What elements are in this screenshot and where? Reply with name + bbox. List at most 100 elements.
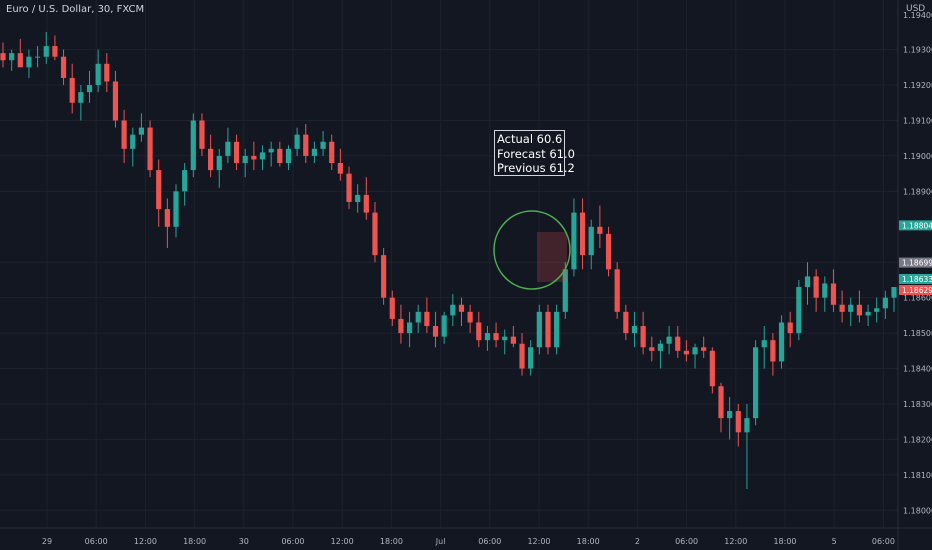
time-tick-label: 12:00 — [134, 537, 157, 546]
candle-body — [86, 85, 93, 93]
candle-body — [216, 155, 222, 171]
candle-body — [536, 311, 542, 348]
price-tick-label-partial: 1.19400 — [903, 11, 932, 20]
candle-body — [856, 304, 862, 316]
candle-body — [848, 304, 854, 312]
candle-body — [554, 311, 560, 348]
time-tick-label: Jul — [435, 537, 446, 546]
candle-body — [389, 297, 395, 319]
candle-body — [406, 322, 413, 334]
symbol-title: Euro / U.S. Dollar, 30, FXCM — [6, 4, 145, 15]
candle-body — [130, 134, 136, 149]
candle-body — [121, 120, 127, 149]
price-tick-label: 1.19200 — [903, 81, 932, 90]
candle-body — [476, 322, 482, 341]
time-tick-label: 5 — [832, 537, 837, 546]
candle-body — [579, 212, 586, 256]
time-tick-label: 12:00 — [527, 537, 550, 546]
candle-body — [588, 226, 594, 256]
candle-body — [458, 304, 465, 312]
price-badge — [899, 257, 932, 268]
candle-body — [804, 276, 811, 288]
candle-body — [147, 127, 153, 171]
candle-body — [701, 347, 707, 351]
forecast-value: Forecast 61.0 — [497, 146, 575, 161]
candle-body — [363, 194, 369, 213]
candle-body — [208, 148, 214, 171]
price-badge — [899, 220, 932, 231]
candle-body — [614, 269, 620, 312]
candle-body — [787, 322, 793, 334]
candle-body — [112, 81, 119, 121]
candle-body — [173, 191, 179, 227]
candle-body — [424, 311, 430, 327]
candle-body — [692, 347, 698, 355]
candle-body — [467, 311, 473, 323]
price-badge-label: 1.18629 — [902, 286, 932, 295]
candle-body — [9, 53, 15, 61]
candle-body — [233, 141, 240, 164]
price-tick-label: 1.18600 — [903, 294, 932, 303]
candle-body — [571, 212, 577, 270]
candle-body — [43, 46, 49, 57]
candle-body — [311, 148, 318, 156]
candle-body — [285, 148, 292, 164]
time-tick-label: 06:00 — [675, 537, 698, 546]
time-tick-label: 06:00 — [85, 537, 108, 546]
candle-body — [346, 173, 352, 202]
candle-body — [683, 350, 689, 355]
candle-body — [294, 134, 300, 149]
candle-body — [718, 386, 724, 419]
price-badge — [899, 285, 932, 295]
candle-body — [320, 141, 326, 149]
candle-body — [251, 155, 257, 160]
candle-body — [199, 120, 205, 149]
candle-body — [277, 148, 283, 164]
candle-body — [52, 46, 58, 57]
time-tick-label: 06:00 — [281, 537, 304, 546]
candle-body — [813, 276, 819, 298]
price-tick-label: 1.18000 — [903, 506, 932, 515]
candle-body — [528, 347, 534, 369]
candle-body — [623, 311, 629, 334]
candle-body — [0, 53, 6, 61]
candle-body — [493, 333, 499, 341]
time-tick-label: 18:00 — [773, 537, 796, 546]
candle-body — [891, 287, 897, 298]
candle-body — [744, 418, 750, 433]
time-tick-label: 06:00 — [872, 537, 895, 546]
time-tick-label: 30 — [239, 537, 249, 546]
candle-body — [761, 340, 767, 348]
candle-body — [657, 343, 664, 351]
currency-label[interactable]: USD — [906, 4, 926, 14]
candle-body — [372, 212, 378, 256]
time-tick-label: 06:00 — [478, 537, 501, 546]
candle-body — [78, 92, 84, 103]
candle-body — [329, 141, 335, 164]
candle-body — [381, 255, 387, 298]
price-badge-label: 1.18633 — [902, 275, 932, 284]
price-tick-label: 1.19000 — [903, 152, 932, 161]
candle-body — [432, 326, 439, 337]
candle-body — [727, 411, 733, 419]
candle-body — [190, 120, 196, 171]
candle-body — [164, 209, 170, 227]
time-tick-label: 18:00 — [380, 537, 403, 546]
annotation-circle — [493, 210, 571, 290]
candle-body — [104, 63, 110, 82]
economic-data-annotation: Actual 60.6 Forecast 61.0 Previous 61.2 — [494, 130, 575, 176]
price-tick-label: 1.19100 — [903, 116, 932, 125]
price-tick-label: 1.18200 — [903, 435, 932, 444]
price-tick-label: 1.18100 — [903, 471, 932, 480]
candle-body — [839, 304, 845, 312]
previous-value: Previous 61.2 — [497, 161, 575, 175]
candle-body — [519, 343, 525, 369]
candle-body — [709, 350, 715, 387]
candle-body — [675, 336, 681, 351]
price-tick-label: 1.18300 — [903, 400, 932, 409]
candle-body — [605, 233, 612, 270]
price-tick-label: 1.18500 — [903, 329, 932, 338]
candle-body — [545, 311, 551, 348]
